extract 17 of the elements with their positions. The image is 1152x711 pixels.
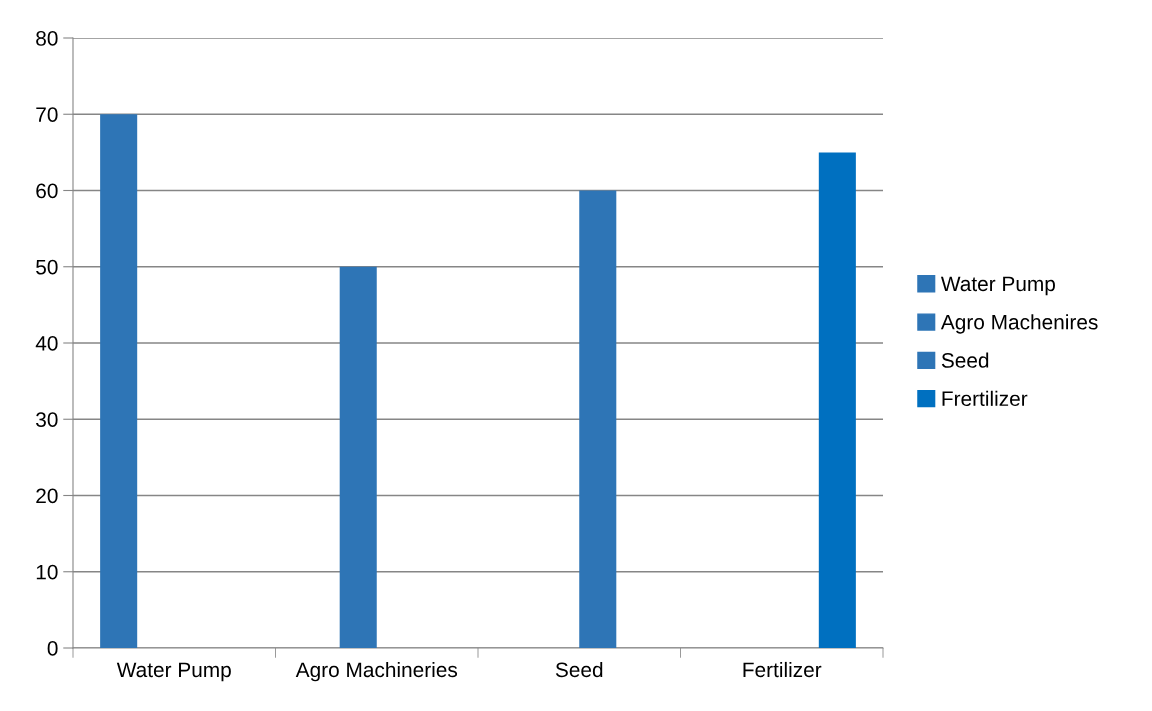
legend-label: Seed [941, 352, 989, 368]
y-tick-label: 20 [36, 488, 58, 504]
y-tick-label: 80 [36, 31, 58, 46]
x-tick-label: Fertilizer [743, 661, 822, 678]
y-tick-label: 30 [36, 412, 58, 427]
y-tick-label: 40 [35, 336, 58, 351]
legend-label: Water Pump [940, 276, 1055, 296]
y-tick-label: 50 [36, 259, 58, 275]
x-tick-label: Agro Machineries [295, 661, 458, 682]
x-tick-label: Seed [555, 661, 603, 678]
y-tick-label: 10 [36, 564, 58, 580]
y-tick-label: 0 [47, 641, 58, 656]
legend-label: Frertilizer [942, 390, 1028, 407]
legend-label: Agro Machenires [940, 314, 1098, 334]
y-tick-label: 70 [36, 107, 58, 122]
y-tick-label: 60 [36, 183, 58, 199]
x-tick-label: Water Pump [116, 662, 231, 682]
